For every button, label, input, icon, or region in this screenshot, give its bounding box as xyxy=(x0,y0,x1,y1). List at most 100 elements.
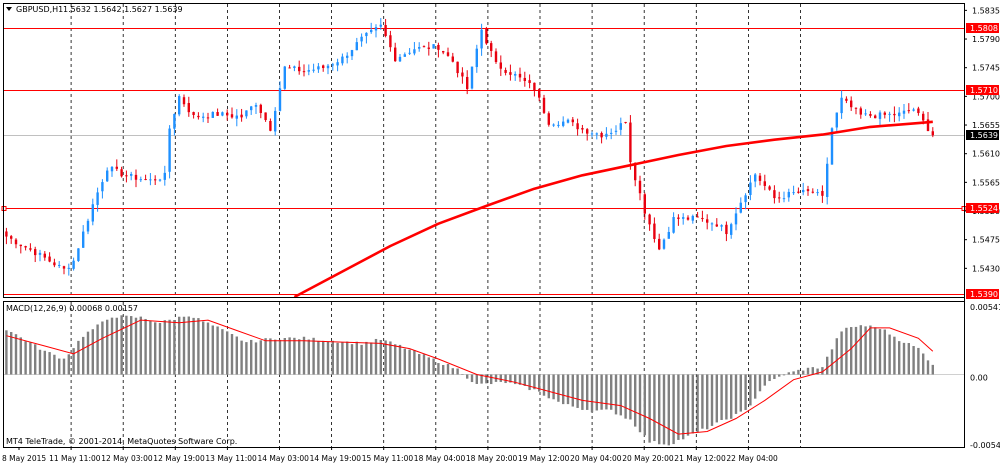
macd-histogram-bar xyxy=(437,363,440,375)
macd-histogram-bar xyxy=(408,349,411,375)
candle xyxy=(326,63,330,75)
candle xyxy=(509,64,512,81)
macd-histogram-bar xyxy=(451,368,454,375)
macd-histogram-bar xyxy=(206,322,210,375)
macd-histogram-bar xyxy=(298,339,301,375)
candle xyxy=(168,125,171,179)
macd-histogram-bar xyxy=(499,374,502,382)
candle xyxy=(29,243,32,252)
macd-histogram-bar xyxy=(235,336,238,375)
macd-histogram-bar xyxy=(422,354,426,375)
macd-histogram-bar xyxy=(840,331,843,375)
horizontal-levels[interactable] xyxy=(1,28,967,295)
candle xyxy=(110,165,114,177)
macd-histogram-bar xyxy=(432,358,435,375)
macd-histogram-bar xyxy=(859,325,862,375)
macd-histogram-bar xyxy=(413,350,416,375)
candle xyxy=(490,40,493,58)
svg-text:1.5524: 1.5524 xyxy=(970,204,998,213)
candle xyxy=(907,103,910,114)
candle xyxy=(898,107,901,122)
macd-histogram-bar xyxy=(230,334,234,375)
macd-histogram-bar xyxy=(629,374,632,420)
macd-histogram-bar xyxy=(763,374,766,386)
price-axis-label: 1.5475 xyxy=(972,236,1000,245)
current-price-badge: 1.5639 xyxy=(966,130,999,140)
macd-histogram-bar xyxy=(240,340,243,375)
macd-histogram-bar xyxy=(634,374,637,427)
candle xyxy=(240,108,243,122)
moving-average-line xyxy=(293,120,933,299)
candle xyxy=(53,258,56,268)
candle xyxy=(629,115,632,170)
candle xyxy=(715,218,718,227)
macd-histogram-bar xyxy=(778,374,781,377)
candle xyxy=(62,265,66,275)
macd-histogram-bar xyxy=(384,340,387,375)
macd-histogram-bar xyxy=(274,339,277,375)
macd-histogram-bar xyxy=(259,340,262,375)
macd-histogram-bar xyxy=(710,374,714,426)
macd-histogram-bar xyxy=(566,374,570,405)
candle xyxy=(581,124,584,134)
macd-histogram-bar xyxy=(835,338,838,375)
candle xyxy=(677,214,680,226)
macd-histogram-bar xyxy=(456,368,459,375)
candle xyxy=(696,211,699,218)
macd-histogram-bar xyxy=(250,339,253,375)
macd-histogram-bar xyxy=(341,342,344,375)
candle xyxy=(835,112,838,132)
candle xyxy=(619,117,622,136)
candle xyxy=(202,112,205,123)
macd-histogram-bar xyxy=(67,354,70,375)
candle xyxy=(562,116,565,128)
macd-histogram-bar xyxy=(749,374,752,406)
macd-histogram-bar xyxy=(173,319,176,375)
candle xyxy=(446,47,450,57)
macd-histogram-bar xyxy=(317,340,320,375)
candle xyxy=(139,176,142,183)
macd-histogram-bar xyxy=(614,374,618,415)
candle xyxy=(566,118,570,124)
macd-histogram-bar xyxy=(134,317,138,375)
macd-histogram-bar xyxy=(586,374,589,410)
candle xyxy=(456,61,459,78)
macd-histogram-bar xyxy=(878,329,882,375)
candle xyxy=(614,125,618,135)
triangle-down-icon[interactable] xyxy=(6,7,12,11)
candle xyxy=(720,224,723,232)
macd-histogram-bar xyxy=(667,374,670,446)
time-axis-label: 20 May 20:00 xyxy=(622,454,674,463)
candle xyxy=(653,217,656,243)
macd-histogram-bar xyxy=(24,341,27,375)
macd-histogram-bar xyxy=(686,374,690,436)
candle xyxy=(662,238,666,250)
candle xyxy=(494,48,498,64)
candle xyxy=(528,74,531,89)
candle xyxy=(773,185,776,204)
candle xyxy=(499,55,502,76)
time-axis-label: 13 May 11:00 xyxy=(205,454,257,463)
candle xyxy=(346,52,349,64)
candle xyxy=(931,127,934,138)
macd-histogram-bar xyxy=(398,344,402,375)
macd-histogram-bar xyxy=(720,374,723,420)
candle xyxy=(10,234,13,244)
macd-histogram-bar xyxy=(605,374,608,410)
candle xyxy=(749,175,752,201)
macd-histogram-bar xyxy=(898,341,901,375)
macd-histogram-bar xyxy=(658,374,661,445)
candle xyxy=(422,45,426,48)
macd-histogram-bar xyxy=(336,342,339,375)
candle xyxy=(902,103,906,119)
candle xyxy=(120,166,123,178)
candle xyxy=(154,175,157,186)
candle xyxy=(206,112,210,123)
macd-histogram-bar xyxy=(864,326,867,375)
macd-histogram-bar xyxy=(322,340,325,375)
macd-histogram-bar xyxy=(691,374,694,434)
candle xyxy=(158,178,162,182)
price-axis-label: 1.5700 xyxy=(972,92,1000,101)
